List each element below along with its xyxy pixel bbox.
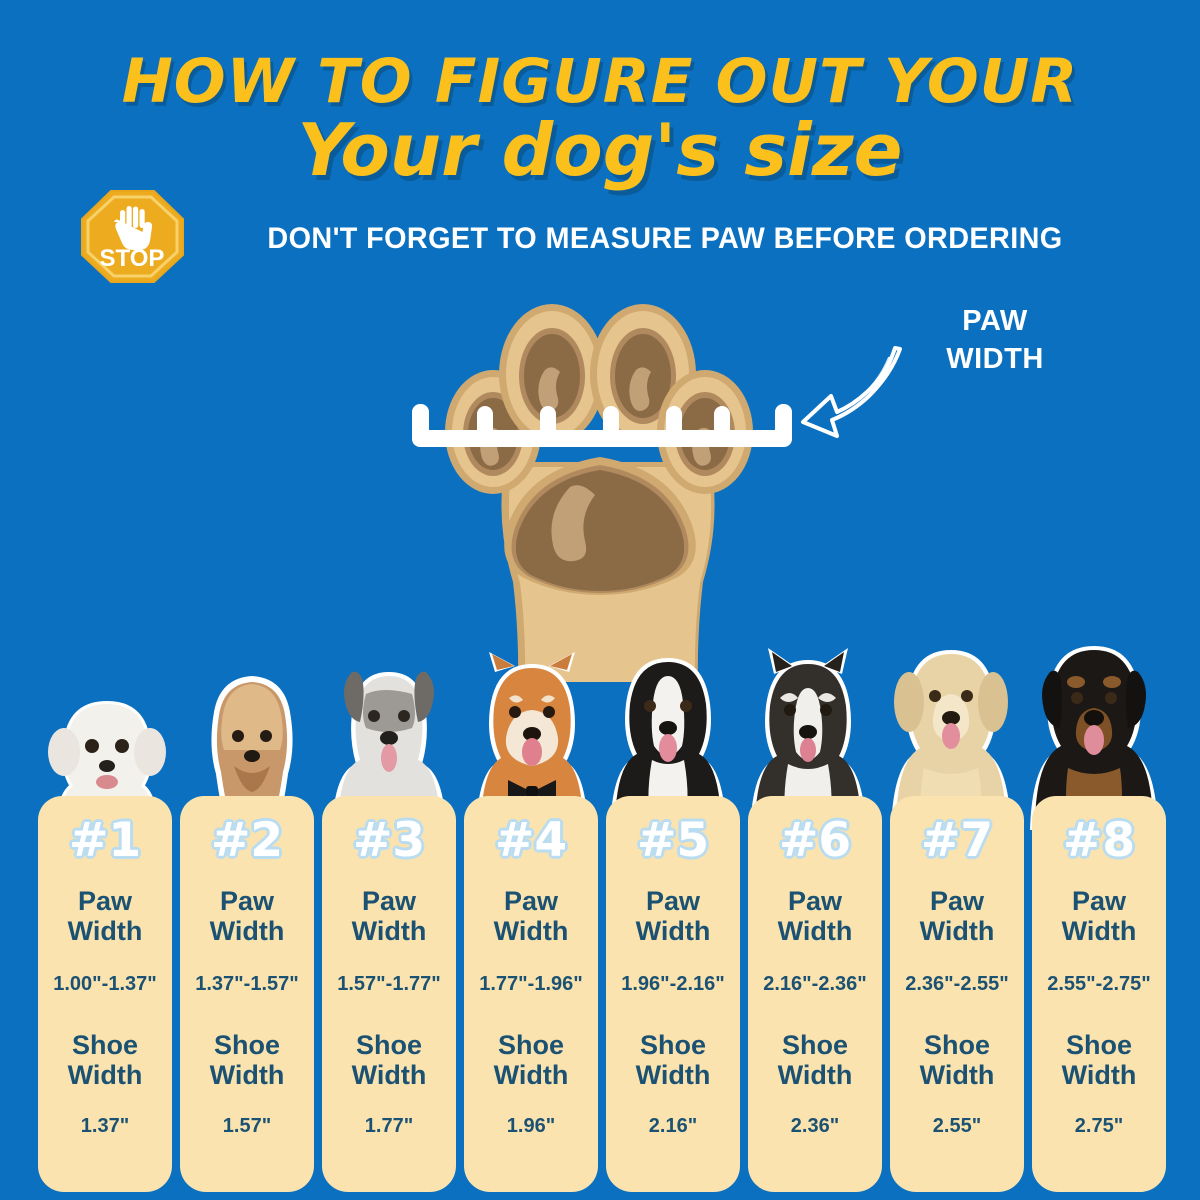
shoe-width-value: 2.16" [648, 1115, 698, 1137]
shoe-width-label: Shoe Width [635, 1030, 711, 1090]
paw-width-label: Paw Width [351, 886, 427, 946]
page-title-line1: HOW TO FIGURE OUT YOUR [121, 46, 1079, 117]
shoe-width-value: 2.75" [1074, 1115, 1124, 1137]
stop-sign-icon: STOP [80, 189, 185, 284]
size-card[interactable]: #4 Paw Width 1.77"-1.96" Shoe Width 1.96" [464, 796, 598, 1192]
page-title-line2: Your dog's size [297, 108, 903, 192]
size-number: #6 [778, 813, 852, 868]
size-card[interactable]: #7 Paw Width 2.36"-2.55" Shoe Width 2.55" [890, 796, 1024, 1192]
page-subtitle: DON'T FORGET TO MEASURE PAW BEFORE ORDER… [267, 222, 1063, 255]
paw-width-value: 1.77"-1.96" [479, 973, 583, 995]
size-card[interactable]: #8 Paw Width 2.55"-2.75" Shoe Width 2.75" [1032, 796, 1166, 1192]
size-number: #8 [1062, 813, 1136, 868]
paw-width-value: 2.36"-2.55" [905, 973, 1009, 995]
hand-palm-icon [114, 206, 153, 250]
shoe-width-label: Shoe Width [209, 1030, 285, 1090]
size-card[interactable]: #6 Paw Width 2.16"-2.36" Shoe Width 2.36" [748, 796, 882, 1192]
paw-width-label: Paw Width [635, 886, 711, 946]
size-number: #7 [920, 813, 994, 868]
shoe-width-value: 1.77" [364, 1115, 414, 1137]
paw-width-label: Paw Width [777, 886, 853, 946]
paw-width-label: Paw Width [919, 886, 995, 946]
size-number: #2 [210, 813, 284, 868]
shoe-width-label: Shoe Width [351, 1030, 427, 1090]
size-chart-cards: #1 Paw Width 1.00"-1.37" Shoe Width 1.37" … [38, 796, 1166, 1192]
paw-width-label: Paw Width [493, 886, 569, 946]
callout-line1: PAW [962, 305, 1028, 337]
paw-width-value: 1.00"-1.37" [53, 973, 157, 995]
paw-width-value: 1.96"-2.16" [621, 973, 725, 995]
ruler-icon [404, 396, 800, 452]
curved-arrow-icon [796, 340, 916, 445]
size-card[interactable]: #3 Paw Width 1.57"-1.77" Shoe Width 1.77" [322, 796, 456, 1192]
size-number: #5 [636, 813, 710, 868]
shoe-width-label: Shoe Width [777, 1030, 853, 1090]
paw-width-callout: PAW WIDTH [905, 302, 1085, 378]
shoe-width-value: 1.37" [80, 1115, 130, 1137]
paw-width-value: 2.16"-2.36" [763, 973, 867, 995]
shoe-width-value: 2.55" [932, 1115, 982, 1137]
shoe-width-label: Shoe Width [1061, 1030, 1137, 1090]
shoe-width-label: Shoe Width [67, 1030, 143, 1090]
shoe-width-value: 1.96" [506, 1115, 556, 1137]
shoe-width-value: 2.36" [790, 1115, 840, 1137]
shoe-width-value: 1.57" [222, 1115, 272, 1137]
size-number: #3 [352, 813, 426, 868]
shoe-width-label: Shoe Width [919, 1030, 995, 1090]
paw-width-label: Paw Width [67, 886, 143, 946]
paw-width-value: 1.57"-1.77" [337, 973, 441, 995]
paw-width-value: 1.37"-1.57" [195, 973, 299, 995]
paw-width-label: Paw Width [1061, 886, 1137, 946]
stop-sign-label: STOP [100, 245, 165, 272]
size-number: #4 [494, 813, 568, 868]
size-card[interactable]: #5 Paw Width 1.96"-2.16" Shoe Width 2.16" [606, 796, 740, 1192]
size-card[interactable]: #1 Paw Width 1.00"-1.37" Shoe Width 1.37" [38, 796, 172, 1192]
paw-width-label: Paw Width [209, 886, 285, 946]
shoe-width-label: Shoe Width [493, 1030, 569, 1090]
callout-line2: WIDTH [946, 343, 1044, 375]
size-card[interactable]: #2 Paw Width 1.37"-1.57" Shoe Width 1.57" [180, 796, 314, 1192]
size-number: #1 [68, 813, 142, 868]
dog-paw-icon [400, 262, 820, 682]
paw-width-value: 2.55"-2.75" [1047, 973, 1151, 995]
